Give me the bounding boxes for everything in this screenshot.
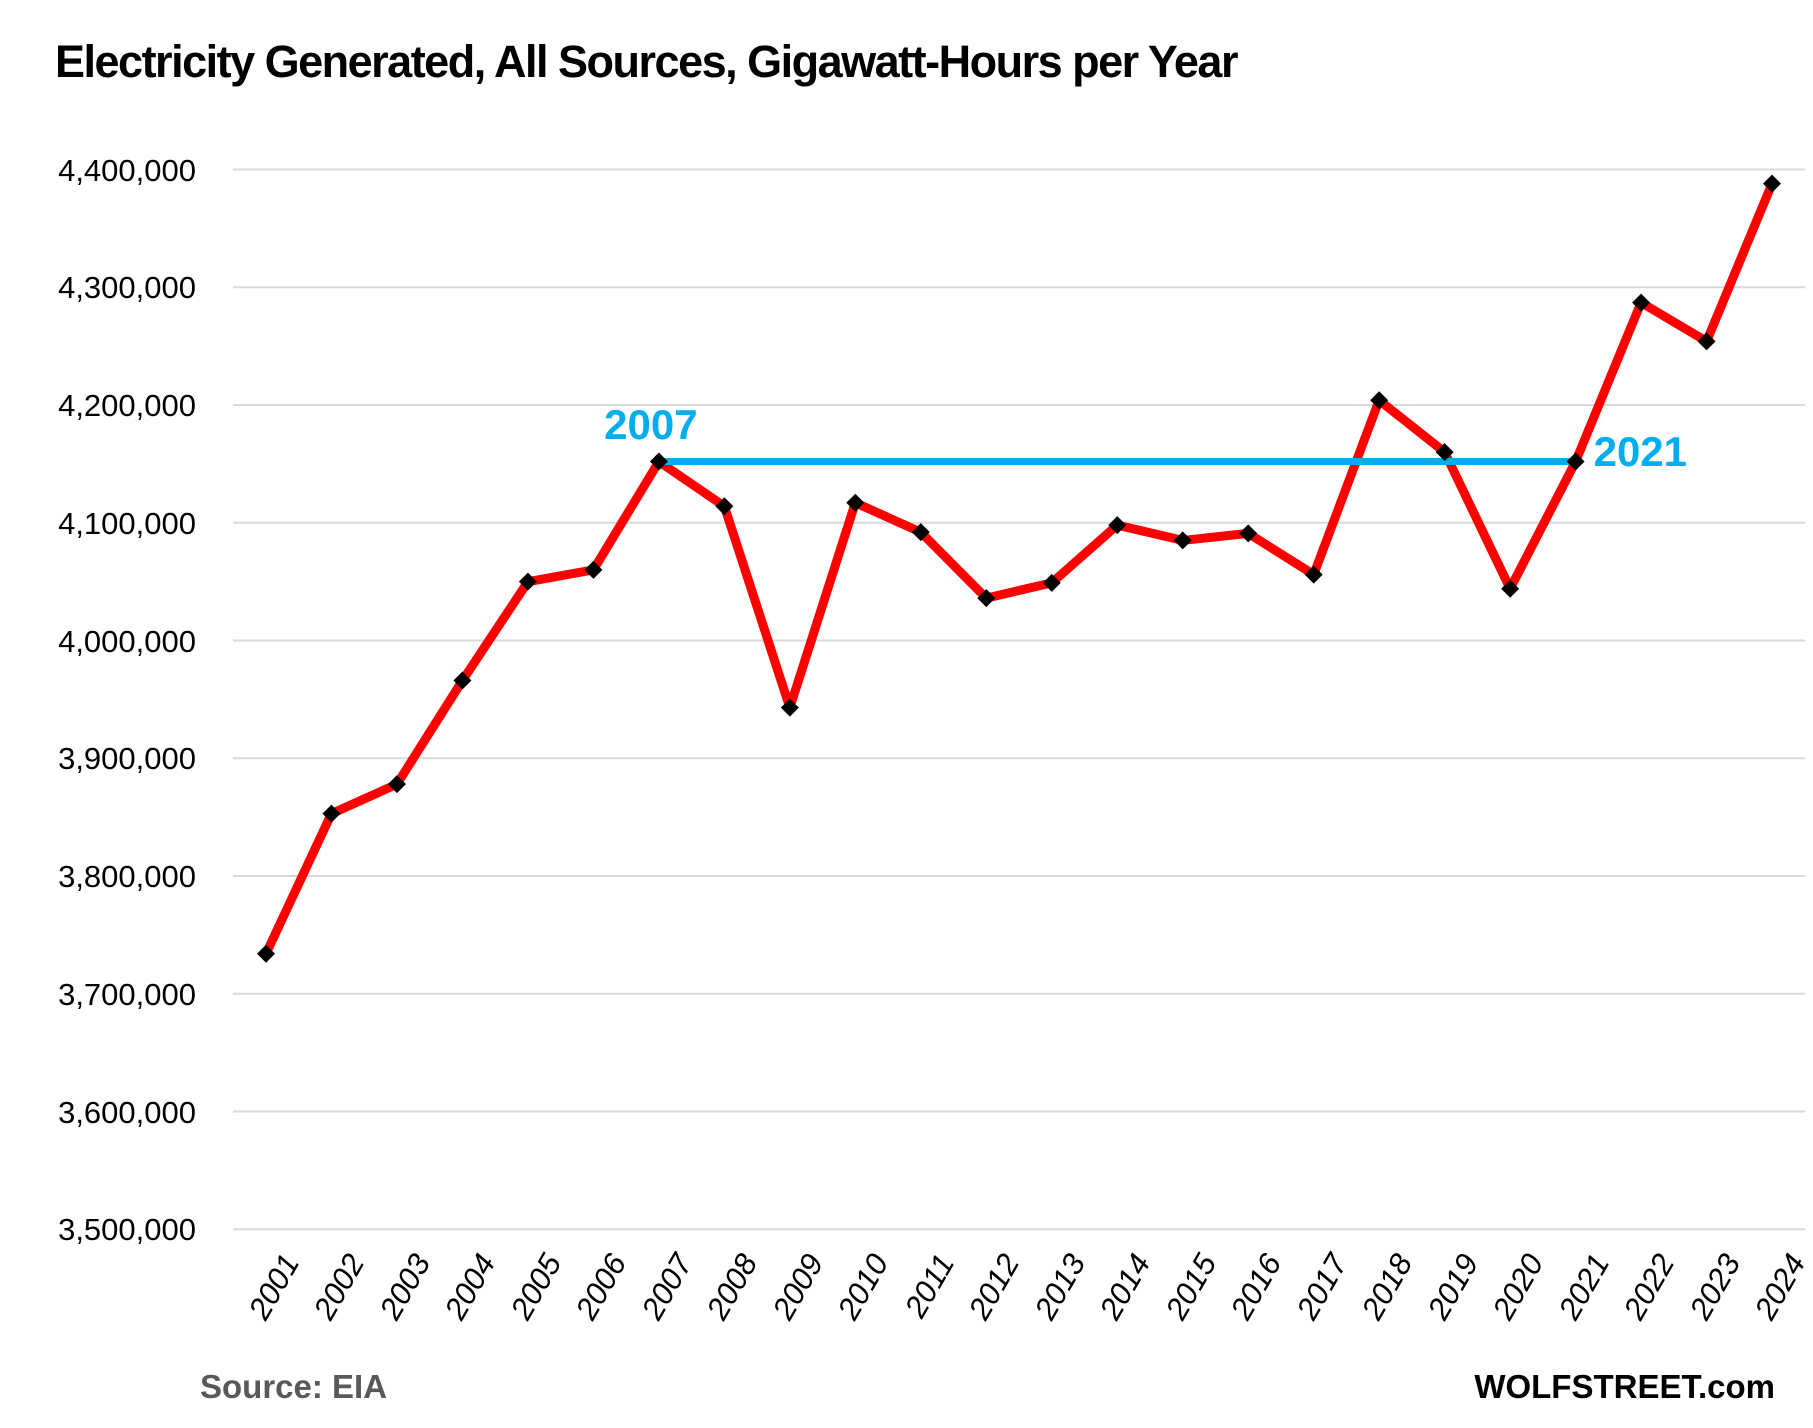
data-point-marker bbox=[1239, 524, 1258, 543]
data-point-marker bbox=[1501, 579, 1520, 598]
data-point-marker bbox=[715, 497, 734, 516]
y-axis-tick-label: 4,300,000 bbox=[58, 270, 196, 306]
series-line bbox=[261, 181, 1777, 956]
source-label: Source: EIA bbox=[200, 1368, 388, 1405]
y-axis-tick-label: 3,800,000 bbox=[58, 859, 196, 895]
data-point-marker bbox=[649, 452, 668, 471]
y-axis-tick-label: 3,500,000 bbox=[58, 1212, 196, 1248]
data-point-marker bbox=[1566, 452, 1585, 471]
data-point-marker bbox=[1108, 516, 1127, 535]
data-point-marker bbox=[977, 589, 996, 608]
annotation-label-2007: 2007 bbox=[604, 401, 698, 448]
y-axis-tick-label: 4,000,000 bbox=[58, 623, 196, 659]
data-point-marker bbox=[387, 775, 406, 794]
data-point-marker bbox=[846, 493, 865, 512]
chart-title: Electricity Generated, All Sources, Giga… bbox=[55, 36, 1238, 87]
y-axis-tick-label: 3,700,000 bbox=[58, 976, 196, 1012]
data-point-marker bbox=[1435, 443, 1454, 462]
data-point-marker bbox=[584, 560, 603, 579]
data-point-marker bbox=[911, 523, 930, 542]
data-point-marker bbox=[1763, 174, 1782, 193]
watermark: WOLFSTREET.com bbox=[1474, 1368, 1775, 1405]
y-axis-tick-label: 4,100,000 bbox=[58, 505, 196, 541]
y-axis-tick-label: 3,900,000 bbox=[58, 741, 196, 777]
data-point-marker bbox=[1173, 531, 1192, 550]
data-point-marker bbox=[1370, 391, 1389, 410]
data-point-marker bbox=[322, 804, 341, 823]
annotation-label-2021: 2021 bbox=[1593, 428, 1688, 475]
data-point-marker bbox=[257, 944, 275, 963]
y-axis-tick-label: 4,200,000 bbox=[58, 388, 196, 423]
data-point-marker bbox=[453, 671, 472, 690]
y-axis-tick-label: 4,400,000 bbox=[58, 152, 196, 188]
data-point-marker bbox=[1697, 332, 1716, 351]
data-point-marker bbox=[518, 572, 537, 591]
data-point-marker bbox=[1304, 565, 1323, 584]
data-point-marker bbox=[780, 698, 799, 717]
y-axis-tick-label: 3,600,000 bbox=[58, 1094, 196, 1130]
data-point-marker bbox=[1632, 293, 1651, 312]
data-point-marker bbox=[1042, 573, 1061, 592]
